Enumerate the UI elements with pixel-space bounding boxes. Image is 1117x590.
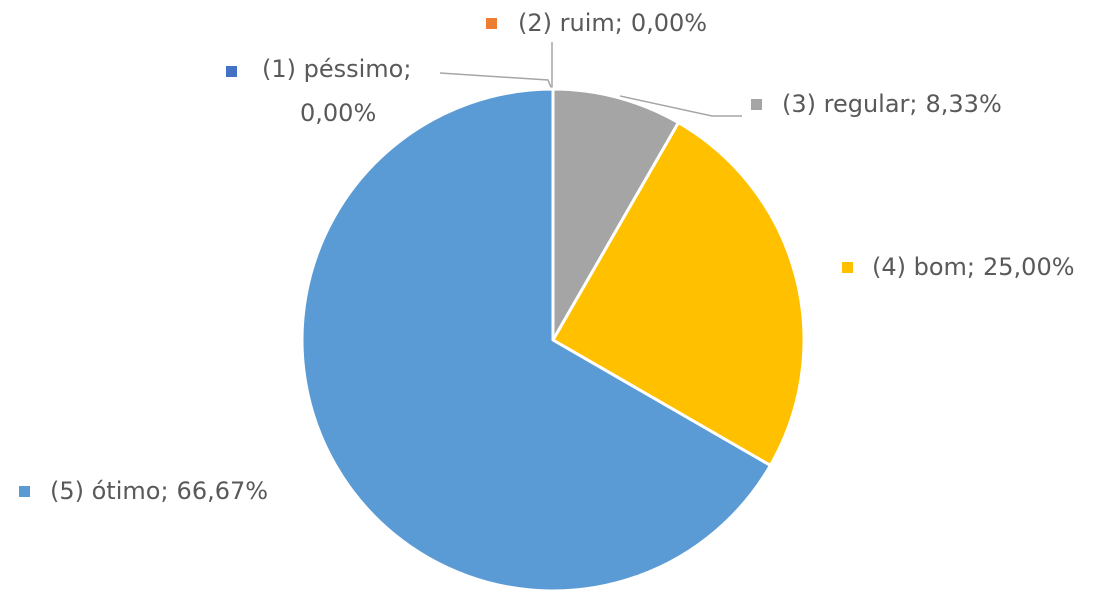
data-label-category: (3) regular xyxy=(782,90,910,118)
data-label-separator: ; xyxy=(615,9,623,37)
data-label-separator: ; xyxy=(967,253,975,281)
data-label-category: (4) bom xyxy=(872,253,967,281)
data-label-separator: ; xyxy=(160,477,168,505)
legend-marker xyxy=(751,99,762,110)
data-label: (4) bom; 25,00% xyxy=(872,253,1075,281)
data-label-value: 66,67% xyxy=(177,477,269,505)
data-label: (1) péssimo; 0,00% xyxy=(262,55,411,127)
data-label: (5) ótimo; 66,67% xyxy=(50,477,268,505)
leader-line xyxy=(619,95,742,117)
data-label-value: 25,00% xyxy=(983,253,1075,281)
data-label-category: (2) ruim xyxy=(518,9,615,37)
pie-slice xyxy=(551,121,806,467)
data-label-separator: ; xyxy=(909,90,917,118)
data-label-value: 0,00% xyxy=(631,9,707,37)
leader-line xyxy=(439,72,553,91)
legend-marker xyxy=(842,262,853,273)
data-label-value: 0,00% xyxy=(300,99,376,127)
data-label-category: (5) ótimo xyxy=(50,477,160,505)
legend-marker xyxy=(486,18,497,29)
data-label-category: (1) péssimo xyxy=(262,55,403,83)
data-label-separator: ; xyxy=(403,55,411,83)
pie xyxy=(300,87,806,590)
pie-slice xyxy=(300,87,772,590)
pie-slice xyxy=(551,87,680,342)
leader-lines xyxy=(439,42,742,117)
data-label: (2) ruim; 0,00% xyxy=(518,9,707,37)
legend-marker xyxy=(226,66,237,77)
legend-marker xyxy=(19,486,30,497)
data-label: (3) regular; 8,33% xyxy=(782,90,1002,118)
data-label-value: 8,33% xyxy=(926,90,1002,118)
